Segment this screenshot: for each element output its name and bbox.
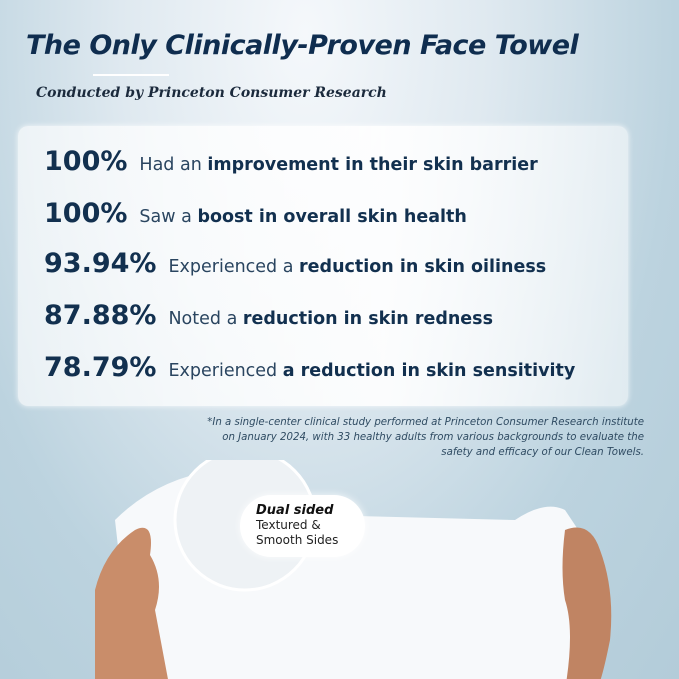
stat-row: 100% Saw a boost in overall skin health: [44, 198, 467, 229]
stat-row: 100% Had an improvement in their skin bar…: [44, 146, 538, 177]
dual-sided-badge: Dual sided Textured & Smooth Sides: [240, 495, 365, 557]
stat-percent: 100%: [44, 198, 128, 229]
divider: [93, 74, 169, 76]
stat-description: Experienced a reduction in skin sensitiv…: [168, 361, 576, 381]
badge-line: Textured &: [256, 518, 321, 532]
left-hand: [95, 527, 168, 679]
stat-percent: 100%: [44, 146, 128, 177]
stat-description: Had an improvement in their skin barrier: [139, 155, 538, 175]
stat-row: 87.88% Noted a reduction in skin redness: [44, 300, 493, 331]
badge-title: Dual sided: [256, 503, 334, 518]
badge-line: Smooth Sides: [256, 533, 339, 547]
stat-percent: 87.88%: [44, 300, 157, 331]
right-hand: [562, 527, 612, 679]
stat-row: 93.94% Experienced a reduction in skin oi…: [44, 248, 546, 279]
stat-percent: 78.79%: [44, 352, 157, 383]
stat-description: Saw a boost in overall skin health: [139, 207, 467, 227]
towel-and-hands-image: [95, 460, 612, 679]
stat-row: 78.79% Experienced a reduction in skin se…: [44, 352, 575, 383]
footnote: *In a single-center clinical study perfo…: [207, 417, 644, 458]
stat-description: Noted a reduction in skin redness: [168, 309, 494, 329]
page-title: The Only Clinically-Proven Face Towel: [26, 30, 579, 61]
stats-card: 100% Had an improvement in their skin bar…: [18, 126, 628, 406]
stat-percent: 93.94%: [44, 248, 157, 279]
stat-description: Experienced a reduction in skin oiliness: [168, 257, 547, 277]
subtitle: Conducted by Princeton Consumer Research: [36, 85, 387, 101]
